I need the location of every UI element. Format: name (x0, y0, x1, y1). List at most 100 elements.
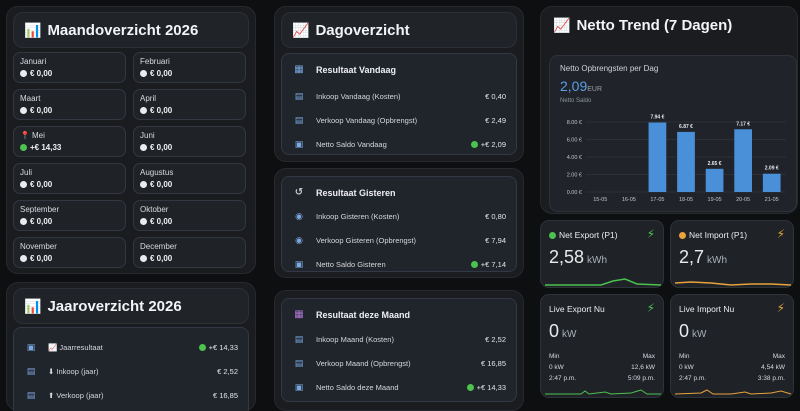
month-overview-header: 📊 Maandoverzicht 2026 (13, 12, 249, 48)
month-overview-title: Maandoverzicht 2026 (47, 21, 199, 39)
month-tile[interactable]: Maart € 0,00 (13, 89, 126, 120)
chart-big-value: 2,09 (560, 78, 588, 94)
month-tile[interactable]: Juli € 0,00 (13, 163, 126, 194)
month-tile[interactable]: November € 0,00 (13, 237, 126, 268)
month-name: Februari (140, 57, 170, 66)
row-label: Inkoop Gisteren (Kosten) (316, 211, 400, 221)
live-import-title-row: Live Import Nu (679, 304, 734, 314)
bar[interactable] (648, 122, 667, 192)
stat-value: 2,58 (549, 247, 585, 267)
bar[interactable] (677, 131, 695, 192)
bar[interactable] (762, 173, 781, 192)
month-value-row: +€ 14,33 (20, 143, 119, 152)
month-row-net[interactable]: ▣ Netto Saldo deze Maand +€ 14,33 (292, 381, 506, 393)
month-row-sale[interactable]: ▤ Verkoop Maand (Opbrengst) € 16,85 (292, 357, 506, 369)
yesterday-row-sale[interactable]: ◉ Verkoop Gisteren (Opbrengst) € 7,94 (292, 234, 506, 246)
month-tile[interactable]: Augustus € 0,00 (133, 163, 246, 194)
x-tick-label: 15-05 (593, 197, 607, 203)
stat-value-row: 0 kW (549, 321, 576, 342)
row-value: € 0,80 (485, 211, 506, 221)
year-overview-title: Jaaroverzicht 2026 (47, 297, 182, 315)
bar[interactable] (734, 129, 752, 192)
stat-value-row: 0 kW (679, 321, 706, 342)
year-row-purchase[interactable]: ▤ ⬇ Inkoop (jaar) € 2,52 (24, 365, 238, 377)
stat-value-row: 2,58 kWh (549, 247, 607, 268)
stat-title: Net Export (P1) (559, 230, 618, 240)
y-tick-label: 0.00 € (567, 190, 582, 196)
trend-icon: 📈 (292, 21, 310, 38)
month-tile[interactable]: 📍 Mei +€ 14,33 (13, 126, 126, 157)
net-import-card[interactable]: Net Import (P1) ⚡ 2,7 kWh (670, 220, 794, 288)
x-tick-label: 20-05 (736, 197, 750, 203)
today-row-net[interactable]: ▣ Netto Saldo Vandaag +€ 2,09 (292, 138, 506, 150)
status-dot (679, 231, 686, 239)
month-name: Mei (31, 131, 45, 140)
today-row-purchase[interactable]: ▤ Inkoop Vandaag (Kosten) € 0,40 (292, 90, 506, 102)
live-export-card[interactable]: Live Export Nu ⚡ 0 kW Min Max 0 kW 12,6 k… (540, 294, 664, 398)
min-label: Min (549, 353, 560, 360)
calendar-icon: ▦ (294, 64, 304, 75)
stat-title: Live Export Nu (549, 304, 605, 314)
today-row-sale[interactable]: ▤ Verkoop Vandaag (Opbrengst) € 2,49 (292, 114, 506, 126)
row-value: € 16,85 (480, 358, 506, 368)
month-value-row: € 0,00 (20, 217, 119, 226)
status-dot (198, 343, 206, 351)
bar-value-label: 7.17 € (736, 121, 750, 127)
month-name: Oktober (140, 205, 169, 214)
net-export-sparkline (545, 278, 662, 286)
yesterday-row-purchase[interactable]: ◉ Inkoop Gisteren (Kosten) € 0,80 (292, 210, 506, 222)
today-box: ▦ Resultaat Vandaag ▤ Inkoop Vandaag (Ko… (281, 53, 517, 155)
month-value-row: € 0,00 (140, 254, 239, 263)
trend-icon: 📈 (553, 17, 571, 33)
x-tick-label: 18-05 (679, 197, 693, 203)
meter-icon: ▤ (26, 389, 36, 400)
net-export-card[interactable]: Net Export (P1) ⚡ 2,58 kWh (540, 220, 664, 288)
month-value: € 0,00 (30, 180, 53, 189)
pin-icon: 📍 (20, 131, 30, 140)
min-label: Min (679, 353, 690, 360)
row-value: € 0,40 (485, 91, 506, 101)
month-tile[interactable]: Februari € 0,00 (133, 52, 246, 83)
status-dot (140, 107, 147, 114)
meter-icon: ▤ (26, 365, 36, 376)
bar[interactable] (705, 168, 724, 192)
status-dot (140, 218, 147, 225)
status-dot (549, 231, 556, 239)
month-tile[interactable]: Oktober € 0,00 (133, 200, 246, 231)
month-tile[interactable]: December € 0,00 (133, 237, 246, 268)
day-overview-title: Dagoverzicht (315, 21, 410, 39)
status-dot (140, 144, 147, 151)
month-tile[interactable]: Juni € 0,00 (133, 126, 246, 157)
row-label: Verkoop Maand (Opbrengst) (316, 358, 411, 368)
net-import-title-row: Net Import (P1) (679, 230, 747, 240)
max-time: 5:09 p.m. (627, 375, 655, 382)
meter-icon: ▤ (294, 333, 304, 344)
yesterday-row-net[interactable]: ▣ Netto Saldo Gisteren +€ 7,14 (292, 258, 506, 270)
year-row-result[interactable]: ▣ 📈 Jaarresultaat +€ 14,33 (24, 341, 238, 353)
month-tile[interactable]: Januari € 0,00 (13, 52, 126, 83)
year-row-value: +€ 14,33 (208, 342, 238, 352)
month-value-row: € 0,00 (140, 143, 239, 152)
y-tick-label: 8.00 € (567, 120, 582, 126)
status-dot (20, 144, 27, 151)
stat-value-row: 2,7 kWh (679, 247, 727, 268)
status-dot (140, 181, 147, 188)
x-tick-label: 21-05 (765, 197, 779, 203)
live-import-card[interactable]: Live Import Nu ⚡ 0 kW Min Max 0 kW 4,54 k… (670, 294, 794, 398)
yesterday-card: ↺ Resultaat Gisteren ◉ Inkoop Gisteren (… (274, 168, 524, 278)
year-row-label: ⬇ Inkoop (jaar) (48, 366, 99, 376)
year-row-sale[interactable]: ▤ ⬆ Verkoop (jaar) € 16,85 (24, 389, 238, 401)
month-tile[interactable]: September € 0,00 (13, 200, 126, 231)
status-dot (20, 107, 27, 114)
month-name-row: 📍 Mei (20, 131, 119, 142)
year-row-label: ⬆ Verkoop (jaar) (48, 390, 104, 400)
status-dot (140, 255, 147, 262)
yesterday-box: ↺ Resultaat Gisteren ◉ Inkoop Gisteren (… (281, 176, 517, 272)
max-label: Max (772, 353, 785, 360)
month-value-row: € 0,00 (140, 69, 239, 78)
x-tick-label: 19-05 (708, 197, 722, 203)
eye-icon: ◉ (295, 234, 303, 245)
month-tile[interactable]: April € 0,00 (133, 89, 246, 120)
month-row-purchase[interactable]: ▤ Inkoop Maand (Kosten) € 2,52 (292, 333, 506, 345)
today-title-row: ▦ Resultaat Vandaag (292, 64, 396, 75)
